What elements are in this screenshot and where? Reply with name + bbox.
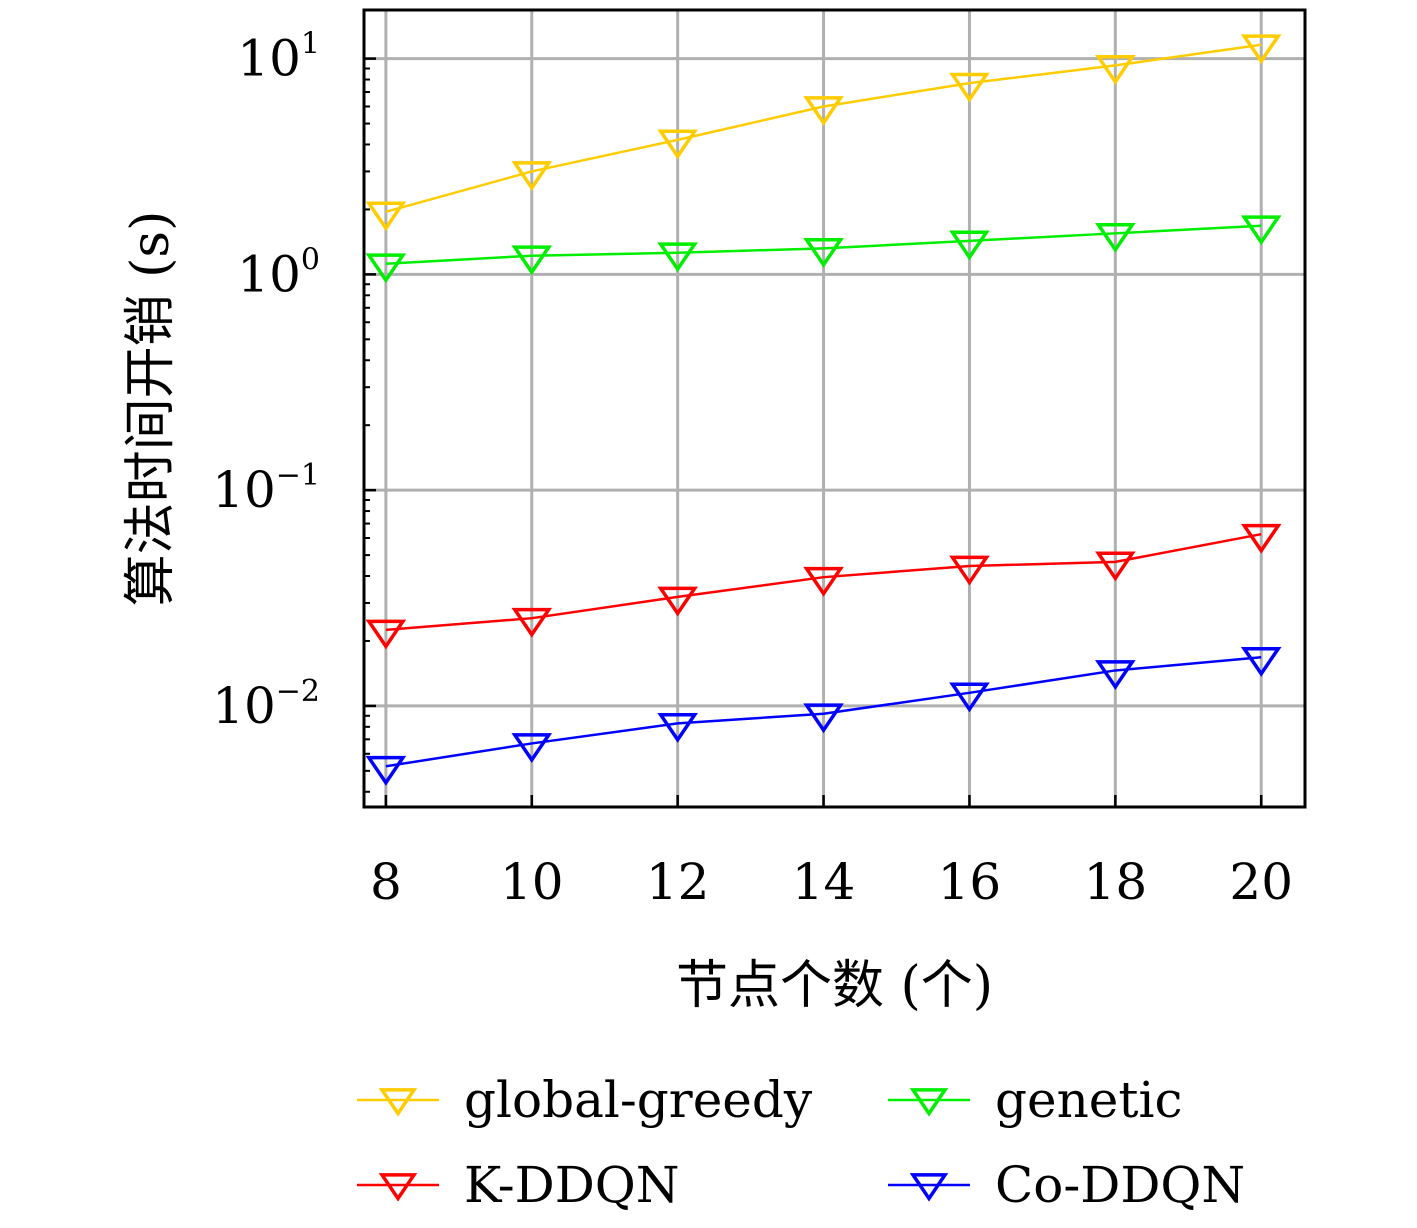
y-axis-label: 算法时间开销 (s) bbox=[121, 211, 181, 607]
series-marker-co-ddqn bbox=[803, 703, 844, 734]
series-marker-genetic bbox=[657, 242, 698, 273]
legend-marker-global-greedy bbox=[378, 1088, 418, 1117]
x-tick-label: 10 bbox=[500, 853, 564, 911]
series-marker-genetic bbox=[511, 245, 553, 276]
series-marker-co-ddqn bbox=[657, 713, 698, 743]
series-marker-genetic bbox=[1095, 222, 1136, 253]
y-tick-label: 10−2 bbox=[212, 674, 320, 735]
series-marker-k-ddqn bbox=[365, 619, 407, 650]
series-marker-k-ddqn bbox=[949, 555, 990, 586]
series-marker-k-ddqn bbox=[1095, 551, 1136, 582]
series-marker-global-greedy bbox=[949, 72, 990, 103]
x-tick-labels: 8 10 12 14 16 18 20 bbox=[370, 853, 1293, 911]
series-line-co-ddqn bbox=[385, 656, 1262, 768]
series-marker-global-greedy bbox=[365, 201, 407, 232]
x-axis-label: 节点个数 (个) bbox=[676, 956, 993, 1016]
legend-marker-genetic bbox=[909, 1088, 949, 1117]
series-line-global-greedy bbox=[385, 43, 1262, 214]
x-tick-label: 20 bbox=[1229, 853, 1293, 911]
series-layer bbox=[365, 34, 1282, 786]
x-tick-label: 16 bbox=[938, 853, 1002, 911]
y-tick-labels: 101 100 10−1 10−2 bbox=[212, 27, 320, 735]
series-marker-co-ddqn bbox=[949, 682, 990, 713]
series-marker-global-greedy bbox=[1095, 55, 1136, 85]
series-marker-genetic bbox=[1240, 215, 1282, 246]
plot-frame bbox=[362, 8, 1307, 809]
series-marker-global-greedy bbox=[511, 161, 553, 191]
series-marker-co-ddqn bbox=[1095, 660, 1136, 690]
legend-marker-co-ddqn bbox=[909, 1173, 949, 1202]
x-tick-label: 12 bbox=[646, 853, 710, 911]
series-marker-genetic bbox=[365, 253, 407, 284]
legend-label-genetic: genetic bbox=[995, 1071, 1182, 1129]
y-tick-label: 101 bbox=[237, 27, 320, 88]
legend-label-co-ddqn: Co-DDQN bbox=[995, 1156, 1245, 1214]
series-marker-global-greedy bbox=[657, 129, 698, 160]
axis-ticks bbox=[364, 57, 1263, 807]
series-marker-k-ddqn bbox=[511, 607, 553, 638]
grid bbox=[364, 10, 1305, 807]
y-tick-label: 100 bbox=[237, 242, 320, 303]
series-marker-global-greedy bbox=[803, 96, 844, 127]
series-marker-co-ddqn bbox=[1240, 646, 1282, 677]
series-line-genetic bbox=[385, 224, 1262, 266]
x-tick-label: 18 bbox=[1084, 853, 1148, 911]
legend-marker-k-ddqn bbox=[378, 1173, 418, 1202]
series-marker-genetic bbox=[803, 238, 844, 268]
legend-label-global-greedy: global-greedy bbox=[464, 1071, 813, 1129]
legend-label-k-ddqn: K-DDQN bbox=[464, 1156, 680, 1214]
series-marker-k-ddqn bbox=[657, 586, 698, 617]
legend: global-greedy genetic K-DDQN Co-DDQN bbox=[357, 1071, 1245, 1214]
y-tick-label: 10−1 bbox=[212, 458, 320, 519]
series-marker-co-ddqn bbox=[365, 755, 407, 786]
series-marker-genetic bbox=[949, 230, 990, 261]
x-tick-label: 14 bbox=[792, 853, 856, 911]
series-line-k-ddqn bbox=[385, 532, 1262, 632]
x-tick-label: 8 bbox=[370, 853, 402, 911]
series-marker-k-ddqn bbox=[1240, 523, 1282, 554]
series-marker-co-ddqn bbox=[511, 733, 553, 763]
series-marker-global-greedy bbox=[1240, 34, 1282, 65]
series-marker-k-ddqn bbox=[803, 566, 844, 597]
